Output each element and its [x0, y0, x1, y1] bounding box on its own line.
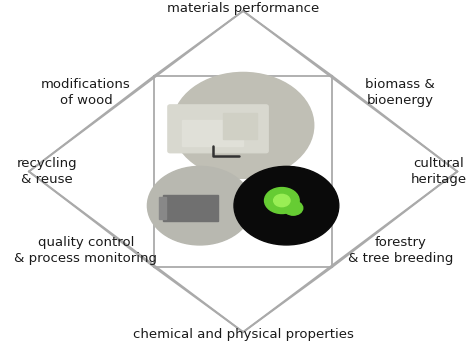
Circle shape: [284, 201, 303, 215]
Circle shape: [234, 166, 339, 245]
Bar: [182, 120, 243, 146]
Bar: [164, 196, 218, 221]
Text: materials performance: materials performance: [167, 2, 319, 15]
Text: forestry
& tree breeding: forestry & tree breeding: [347, 236, 453, 264]
Circle shape: [264, 188, 299, 214]
Text: cultural
heritage: cultural heritage: [411, 157, 467, 186]
Text: chemical and physical properties: chemical and physical properties: [133, 328, 354, 341]
Bar: [159, 197, 165, 219]
Text: recycling
& reuse: recycling & reuse: [17, 157, 77, 186]
Text: biomass &
bioenergy: biomass & bioenergy: [365, 79, 435, 107]
Bar: [223, 114, 257, 139]
Circle shape: [273, 194, 290, 207]
Text: quality control
& process monitoring: quality control & process monitoring: [14, 236, 157, 264]
Circle shape: [173, 72, 314, 178]
Text: modifications
of wood: modifications of wood: [41, 79, 131, 107]
Circle shape: [147, 166, 252, 245]
FancyBboxPatch shape: [168, 105, 268, 153]
